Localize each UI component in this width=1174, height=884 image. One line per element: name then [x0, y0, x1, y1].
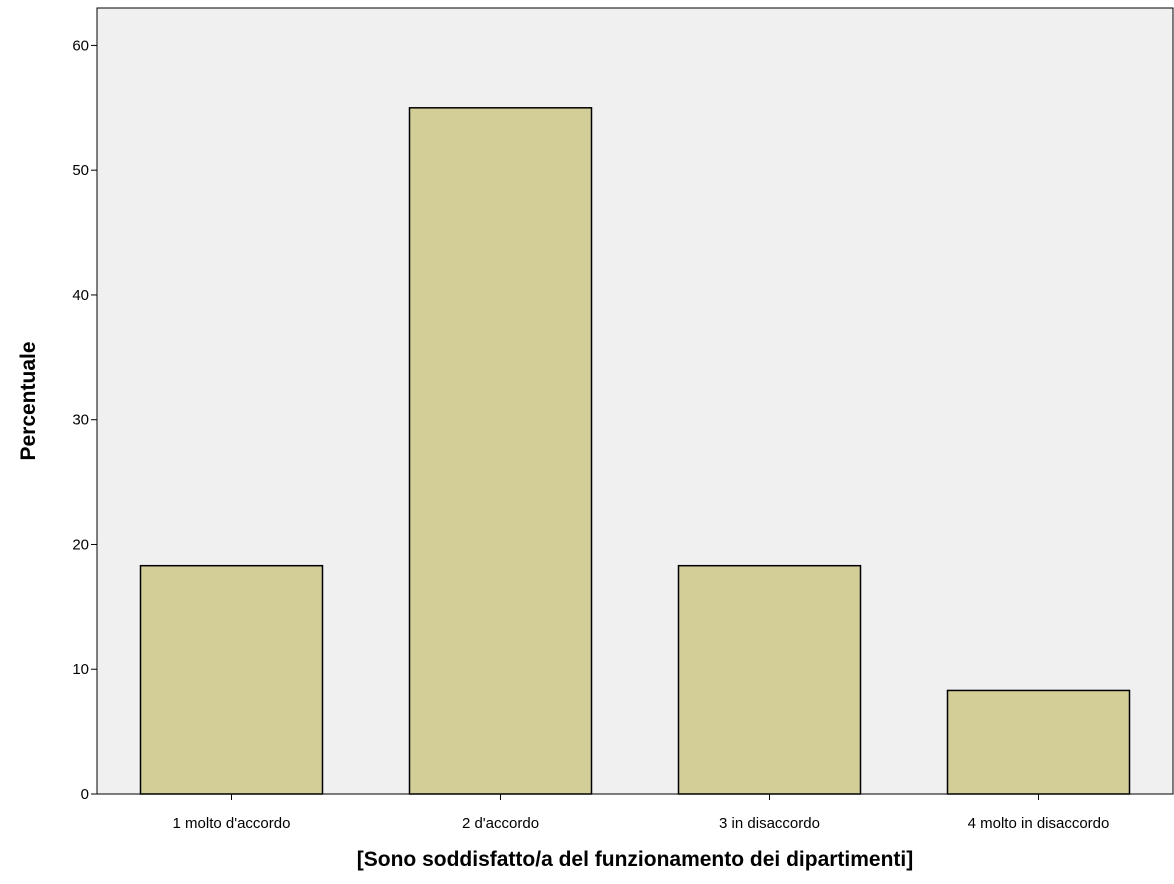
bar-4: [946, 689, 1131, 795]
bar-3: [677, 564, 862, 795]
y-tick-label: 60: [72, 37, 89, 54]
bar-1: [139, 564, 324, 795]
y-tick-label: 50: [72, 162, 89, 179]
x-axis-title: [Sono soddisfatto/a del funzionamento de…: [357, 848, 914, 871]
y-tick-label: 0: [81, 786, 89, 803]
y-axis: 0 10 20 30 40 50 60: [72, 8, 98, 803]
x-tick-label: 4 molto in disaccordo: [968, 815, 1110, 832]
bar-2: [408, 107, 593, 795]
y-tick-label: 10: [72, 661, 89, 678]
x-tick-label: 1 molto d'accordo: [173, 815, 291, 832]
y-tick-label: 30: [72, 412, 89, 429]
y-tick-label: 40: [72, 287, 89, 304]
y-tick-label: 20: [72, 536, 89, 553]
x-tick-label: 2 d'accordo: [462, 815, 539, 832]
y-axis-title: Percentuale: [17, 341, 40, 460]
x-axis: 1 molto d'accordo 2 d'accordo 3 in disacco…: [97, 793, 1173, 832]
bars-group: [139, 107, 1131, 795]
x-tick-label: 3 in disaccordo: [719, 815, 820, 832]
